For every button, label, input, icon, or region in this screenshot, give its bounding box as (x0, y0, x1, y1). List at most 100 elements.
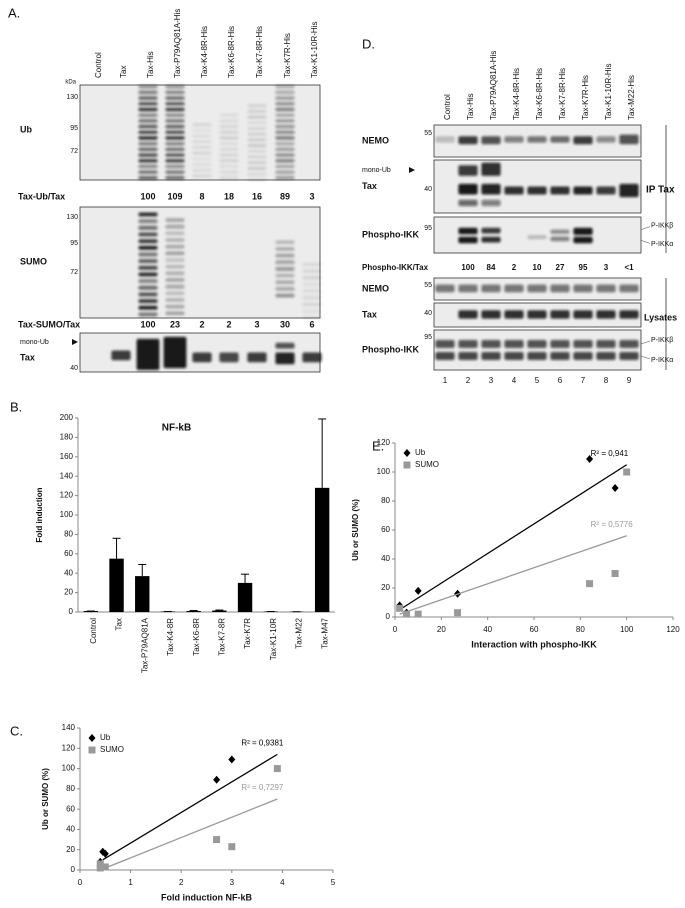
band (619, 340, 639, 348)
band (619, 284, 639, 293)
band (275, 102, 295, 106)
band (527, 340, 547, 348)
x-tick-label: 100 (620, 625, 634, 634)
band (275, 240, 295, 245)
legend-label: SUMO (100, 745, 124, 754)
x-tick-label: Tax-M22 (295, 617, 304, 648)
y-axis-title: Ub or SUMO (%) (351, 499, 360, 561)
band (165, 159, 185, 163)
lane-number: 8 (604, 376, 609, 385)
band (458, 199, 478, 207)
band (138, 219, 158, 224)
lane-number: 3 (489, 376, 494, 385)
lane-number: 6 (558, 376, 563, 385)
quant-value: 3 (604, 263, 609, 272)
lane-label: Control (443, 94, 452, 120)
band (138, 90, 158, 95)
blot-bands (138, 212, 322, 320)
r2-label: R² = 0,9381 (241, 738, 284, 747)
point (414, 610, 422, 618)
x-tick-label: Tax-M47 (320, 617, 329, 648)
quant-value: 23 (170, 319, 180, 329)
band (165, 136, 185, 140)
trendline (399, 535, 627, 615)
r2-label: R² = 0,7297 (241, 783, 284, 792)
band (481, 310, 501, 319)
legend-marker (403, 449, 411, 457)
band (247, 138, 267, 142)
point (273, 765, 281, 773)
band (165, 147, 185, 152)
band (573, 310, 593, 319)
bracket-label: IP Tax (646, 185, 675, 196)
band (596, 310, 616, 319)
band (275, 153, 295, 157)
band (302, 309, 322, 314)
lane-label: Tax-M22-His (627, 75, 636, 120)
band (138, 124, 158, 129)
quant-value: 100 (140, 191, 155, 201)
panel-label: A. (8, 5, 20, 20)
band (481, 340, 501, 348)
mono-ub-label: mono-Ub (362, 167, 391, 174)
band (247, 115, 267, 119)
quant-value: 89 (280, 191, 290, 201)
band (481, 136, 501, 145)
band (573, 227, 593, 235)
band (435, 136, 455, 143)
band (527, 284, 547, 293)
y-tick-label: 40 (64, 568, 73, 577)
band (219, 176, 239, 180)
band (527, 186, 547, 195)
band (275, 286, 295, 291)
blot-label: NEMO (362, 135, 389, 145)
x-axis-title: Interaction with phospho-IKK (471, 639, 597, 649)
lane-number: 5 (535, 376, 540, 385)
kda-marker: 40 (70, 365, 78, 372)
band (275, 273, 295, 278)
band (247, 149, 267, 153)
band (550, 136, 570, 143)
band-label: P-IKKβ (651, 222, 673, 229)
kda-marker: 130 (66, 214, 78, 221)
r2-label: R² = 0,5776 (591, 520, 634, 529)
y-tick-label: 40 (66, 825, 75, 834)
quant-label: Tax-SUMO/Tax (18, 319, 80, 329)
bar (109, 558, 124, 612)
quant-value: 3 (309, 191, 314, 201)
x-tick-label: 3 (230, 878, 235, 887)
band (596, 340, 616, 348)
band (192, 352, 212, 363)
band (219, 136, 239, 140)
band (138, 107, 158, 112)
blot-label: Tax (20, 352, 35, 362)
x-tick-label: 0 (393, 625, 398, 634)
y-tick-label: 120 (60, 491, 74, 500)
band (165, 124, 185, 129)
blot-bands (458, 227, 593, 244)
lane-label: Tax-His (146, 51, 155, 78)
band (275, 130, 295, 134)
band-pointer (640, 355, 651, 360)
panel-label: E. (372, 438, 384, 453)
blot (433, 329, 642, 371)
point (586, 454, 594, 463)
y-tick-label: 120 (62, 743, 76, 752)
lane-label: Tax-K6-8R-His (227, 26, 236, 78)
bar (314, 487, 330, 612)
band (275, 352, 295, 365)
lane-label: Tax-K1-10R-His (604, 64, 613, 120)
band (302, 295, 322, 300)
blot-bands (435, 134, 639, 145)
quant-label: Tax-Ub/Tax (18, 191, 65, 201)
point (623, 468, 631, 476)
band (192, 123, 212, 127)
band (165, 311, 185, 316)
band (165, 224, 185, 229)
band (275, 107, 295, 112)
band (165, 113, 185, 117)
y-tick-label: 160 (60, 452, 74, 461)
band (138, 212, 158, 217)
band (481, 162, 501, 176)
band (219, 113, 239, 117)
